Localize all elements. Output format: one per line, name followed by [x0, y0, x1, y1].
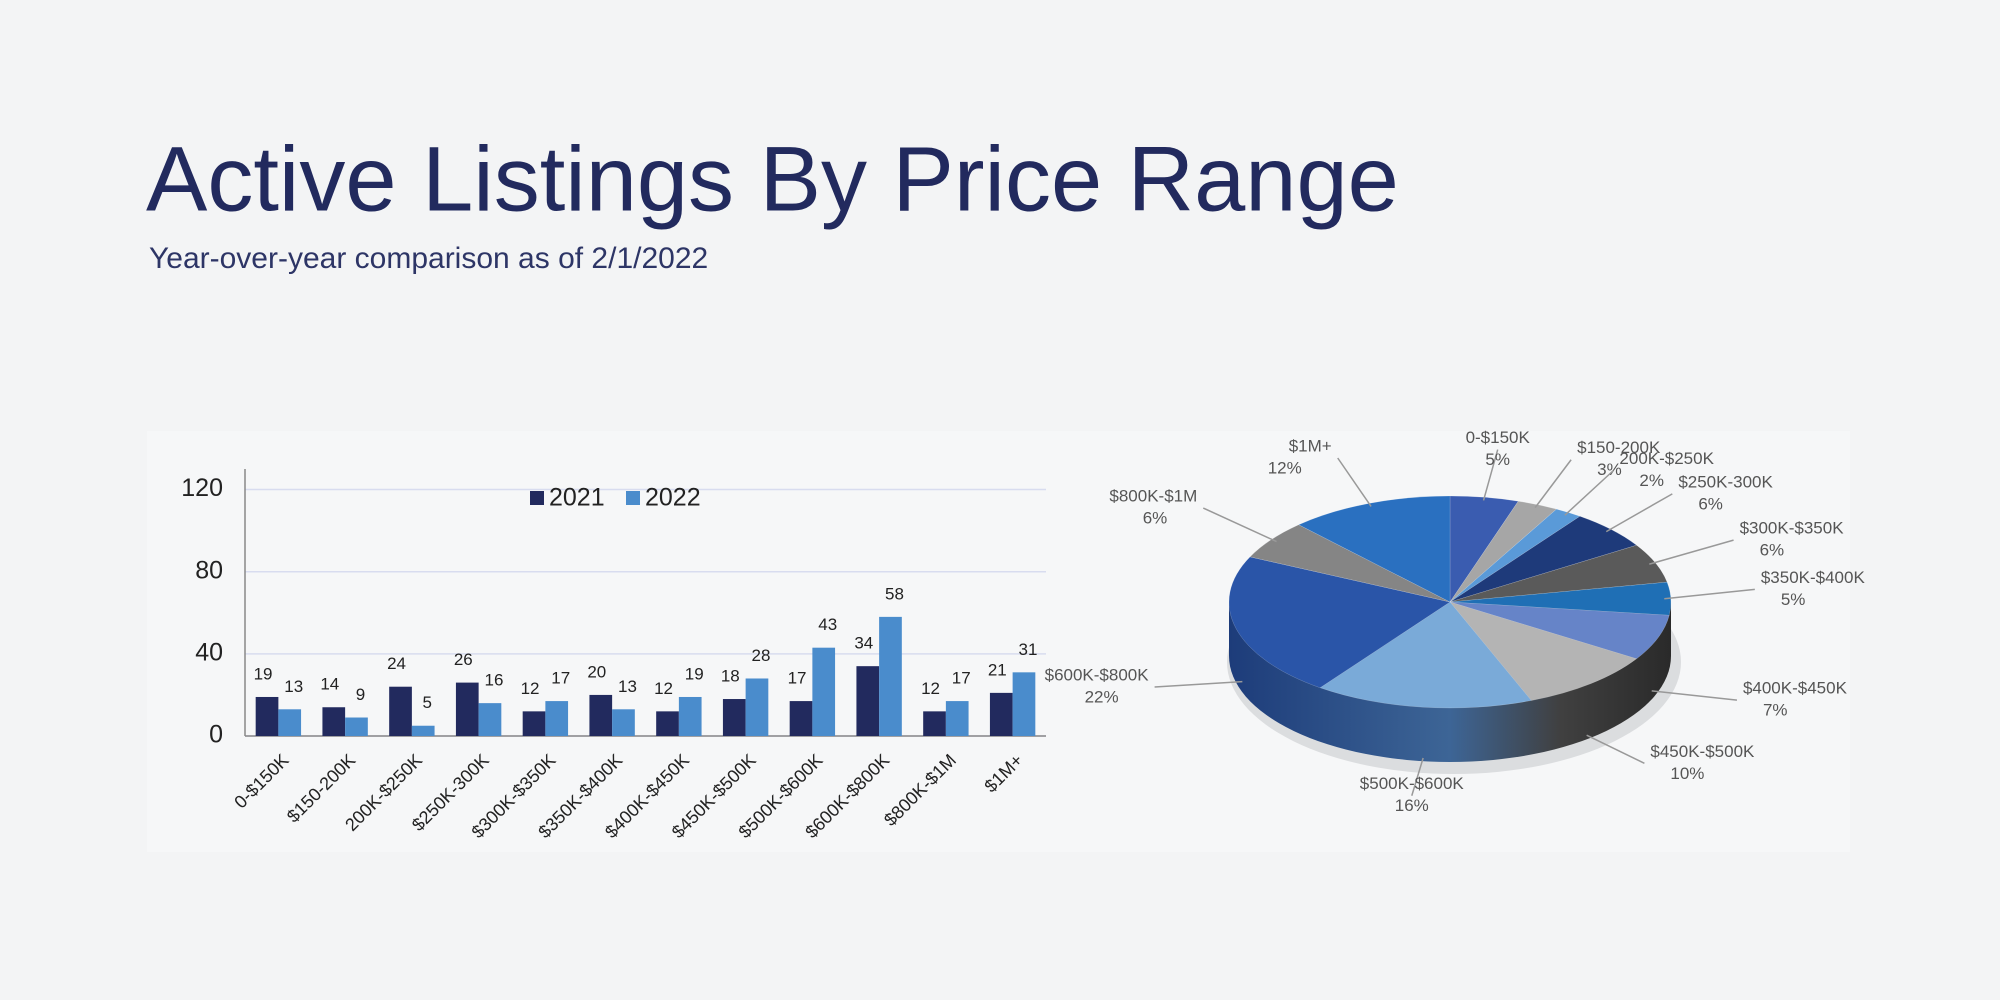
pie-label: $800K-$1M — [1109, 487, 1197, 506]
bar — [255, 696, 279, 736]
leader-line — [1564, 469, 1614, 516]
leader-line — [1202, 507, 1277, 543]
data-label: 19 — [254, 664, 273, 683]
leader-line — [1534, 459, 1572, 509]
bar — [589, 694, 613, 736]
data-label: 12 — [921, 679, 940, 698]
bar — [989, 692, 1013, 736]
pie-label: $600K-$800K — [1045, 665, 1150, 684]
leader-line — [1651, 690, 1738, 701]
pie-label: $1M+ — [1289, 436, 1332, 455]
bar — [545, 701, 569, 736]
pie-label: $350K-$400K — [1761, 568, 1866, 587]
leader-line — [1482, 449, 1499, 501]
pie-value-label: 10% — [1670, 764, 1704, 783]
data-label: 34 — [854, 634, 873, 653]
data-label: 17 — [952, 669, 971, 688]
y-tick-label: 80 — [195, 556, 223, 584]
leader-line — [1586, 734, 1645, 764]
data-label: 26 — [454, 650, 473, 669]
pie-label: 200K-$250K — [1619, 449, 1714, 468]
pie-slice — [1319, 601, 1532, 709]
bar — [455, 682, 479, 736]
data-label: 18 — [721, 667, 740, 686]
bar — [322, 707, 346, 736]
bar — [745, 678, 769, 736]
data-label: 9 — [356, 685, 365, 704]
bar — [923, 711, 946, 736]
bar — [389, 686, 412, 736]
bar — [856, 666, 880, 736]
pie-slice — [1449, 601, 1670, 660]
pie-value-label: 12% — [1268, 458, 1302, 477]
bar — [1012, 672, 1036, 736]
bar — [522, 711, 546, 736]
bar — [945, 701, 969, 736]
bar — [678, 696, 702, 736]
legend-label: 2021 — [549, 484, 605, 512]
bar — [722, 699, 746, 736]
pie-label: $300K-$350K — [1740, 519, 1845, 538]
leader-line — [1664, 588, 1755, 600]
bar — [879, 616, 902, 736]
pie-value-label: 6% — [1143, 509, 1168, 528]
bar — [478, 703, 502, 736]
data-label: 13 — [284, 677, 303, 696]
pie-value-label: 7% — [1763, 701, 1788, 720]
data-label: 24 — [387, 654, 406, 673]
data-label: 17 — [788, 669, 807, 688]
pie-value-label: 16% — [1395, 796, 1429, 815]
legend-swatch — [626, 491, 640, 505]
data-label: 28 — [752, 646, 771, 665]
subtitle: Year-over-year comparison as of 2/1/2022 — [149, 242, 708, 275]
data-label: 21 — [988, 660, 1007, 679]
title: Active Listings By Price Range — [146, 128, 1399, 230]
leader-line — [1649, 539, 1734, 565]
leader-line — [1337, 457, 1372, 507]
legend-label: 2022 — [645, 484, 701, 512]
pie-value-label: 22% — [1085, 687, 1119, 706]
pie-label: $250K-300K — [1678, 472, 1773, 491]
pie-label: 0-$150K — [1466, 428, 1531, 447]
data-label: 16 — [485, 671, 504, 690]
bar — [612, 709, 635, 736]
bar — [411, 725, 435, 736]
pie-value-label: 5% — [1485, 450, 1510, 469]
data-label: 17 — [551, 669, 570, 688]
y-tick-label: 0 — [209, 721, 223, 749]
bar — [278, 709, 302, 736]
data-label: 58 — [885, 584, 904, 603]
pie-value-label: 3% — [1597, 460, 1622, 479]
pie-value-label: 6% — [1760, 541, 1785, 560]
data-label: 12 — [654, 679, 673, 698]
data-label: 19 — [685, 664, 704, 683]
pie-slice — [1449, 601, 1638, 701]
leader-line — [1605, 493, 1673, 533]
leader-line — [1411, 757, 1424, 796]
pie-value-label: 5% — [1781, 590, 1806, 609]
pie-label: $450K-$500K — [1650, 742, 1755, 761]
y-tick-label: 120 — [181, 474, 223, 502]
bar — [812, 647, 836, 736]
bar — [789, 701, 813, 736]
legend-swatch — [530, 491, 544, 505]
y-tick-label: 40 — [195, 638, 223, 666]
data-label: 12 — [521, 679, 540, 698]
data-label: 14 — [320, 675, 339, 694]
data-label: 13 — [618, 677, 637, 696]
pie-value-label: 2% — [1639, 471, 1664, 490]
pie-label: $400K-$450K — [1743, 679, 1848, 698]
pie-value-label: 6% — [1698, 494, 1723, 513]
pie-label: $150-200K — [1577, 438, 1661, 457]
pie-slice — [1228, 556, 1451, 689]
data-label: 43 — [818, 615, 837, 634]
leader-line — [1154, 680, 1243, 688]
bar — [345, 717, 368, 736]
pie-label: $500K-$600K — [1360, 774, 1465, 793]
bar — [656, 711, 679, 736]
data-label: 20 — [587, 662, 606, 681]
data-label: 5 — [422, 693, 431, 712]
data-label: 31 — [1019, 640, 1038, 659]
